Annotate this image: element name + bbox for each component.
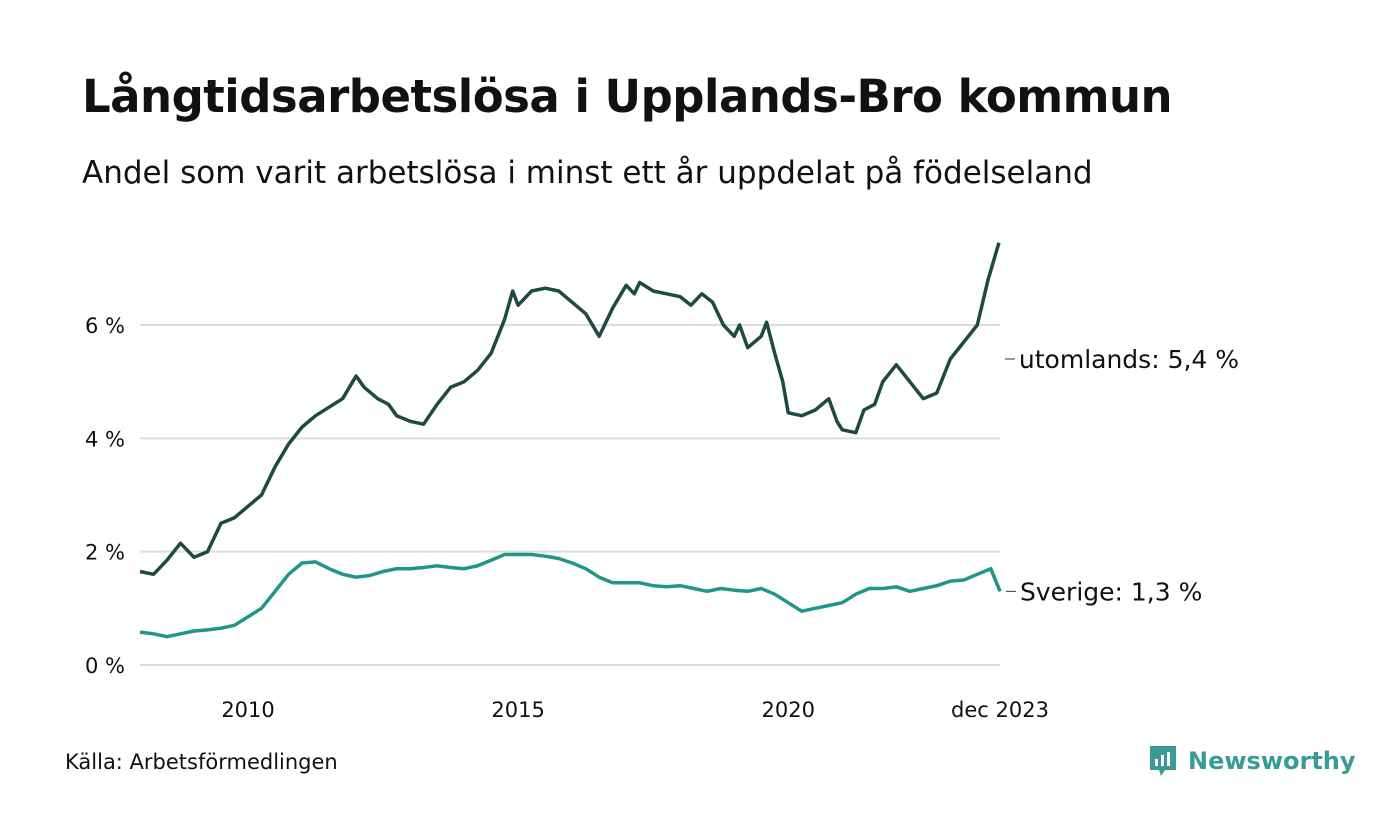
x-tick-label: 2020 [762,698,815,722]
y-tick-label: 6 % [85,314,125,338]
chart-title: Långtidsarbetslösa i Upplands-Bro kommun [82,70,1173,123]
x-axis-ticks: 2010 2015 2020 dec 2023 [221,698,1049,722]
y-axis-ticks: 0 % 2 % 4 % 6 % [85,314,125,678]
series-end-label-utomlands: utomlands: 5,4 % [1019,345,1239,374]
chart-subtitle: Andel som varit arbetslösa i minst ett å… [82,155,1093,191]
brand-name: Newsworthy [1188,747,1356,775]
y-tick-label: 0 % [85,654,125,678]
y-tick-label: 2 % [85,541,125,565]
series-end-labels: utomlands: 5,4 % Sverige: 1,3 % [1004,345,1239,606]
x-tick-label: 2010 [221,698,274,722]
series-lines [139,242,1002,639]
x-tick-label: 2015 [491,698,544,722]
x-tick-label: dec 2023 [951,698,1049,722]
newsworthy-logo-icon [1150,746,1176,776]
source-note: Källa: Arbetsförmedlingen [65,750,338,774]
series-end-label-sverige: Sverige: 1,3 % [1020,577,1202,606]
brand-logo: Newsworthy [1148,744,1356,778]
gridlines [140,324,1000,666]
series-line-sverige [139,552,1002,639]
series-line-utomlands [139,242,1001,577]
y-tick-label: 4 % [85,427,125,451]
